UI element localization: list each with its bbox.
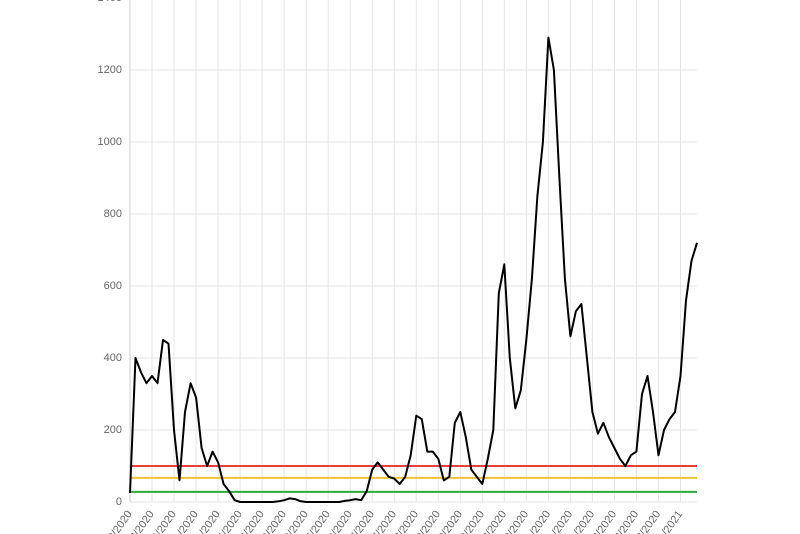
y-tick-label: 0 [116,496,122,508]
x-tick-label: 6/2020 [238,509,267,534]
x-tick-label: 8/2020 [392,509,421,534]
x-tick-label: 2/2020 [612,509,641,534]
x-tick-label: 9/2020 [326,509,355,534]
x-tick-label: 1/2021 [656,509,685,534]
x-tick-label: 5/2020 [304,509,333,534]
x-tick-label: 7/2020 [348,509,377,534]
x-tick-label: 4/2020 [150,509,179,534]
x-tick-label: 3/2020 [128,509,157,534]
y-tick-label: 1200 [98,64,122,76]
x-tick-label: 9/2020 [282,509,311,534]
x-tick-label: 0/2020 [106,509,135,534]
x-tick-label: 7/2020 [370,509,399,534]
y-tick-label: 600 [104,280,122,292]
x-tick-label: 0/2020 [502,509,531,534]
x-tick-label: 0/2020 [436,509,465,534]
x-tick-label: 2/2020 [634,509,663,534]
y-tick-label: 1000 [98,136,122,148]
x-tick-label: 0/2020 [480,509,509,534]
x-tick-label: 2/2020 [590,509,619,534]
y-tick-label: 400 [104,352,122,364]
x-tick-label: 8/2020 [414,509,443,534]
x-tick-label: 1/2020 [194,509,223,534]
x-tick-label: 0/2020 [458,509,487,534]
data-line [129,36,698,503]
x-tick-label: 1/2020 [524,509,553,534]
y-tick-label: 200 [104,424,122,436]
x-tick-label: 5/2020 [216,509,245,534]
x-tick-label: 1/2020 [546,509,575,534]
x-tick-label: 1/2020 [568,509,597,534]
x-tick-label: 6/2020 [260,509,289,534]
y-tick-label: 800 [104,208,122,220]
x-tick-label: 1/2020 [172,509,201,534]
y-tick-label: 1400 [98,0,122,4]
